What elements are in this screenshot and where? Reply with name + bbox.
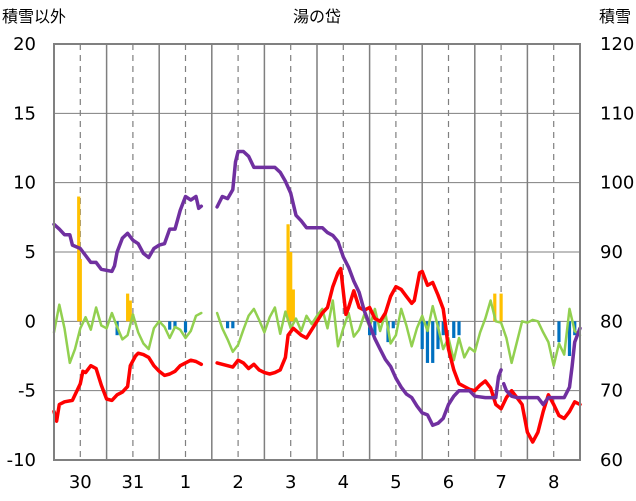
negative-bar xyxy=(231,321,235,329)
y-right-tick-label: 100 xyxy=(600,173,634,194)
y-left-tick-label: 10 xyxy=(13,173,36,194)
wind-line xyxy=(215,299,582,367)
x-tick-label: 7 xyxy=(495,472,506,493)
y-right-tick-label: 110 xyxy=(600,103,634,124)
negative-bar xyxy=(168,321,172,330)
negative-bar xyxy=(225,321,230,329)
precip-bar xyxy=(126,293,130,322)
x-tick-label: 30 xyxy=(69,472,92,493)
negative-bar xyxy=(457,321,461,336)
y-right-tick-label: 60 xyxy=(600,450,623,471)
snow_depth-line xyxy=(52,194,204,274)
negative-bar xyxy=(373,321,377,336)
grid xyxy=(54,43,580,461)
y-left-tick-label: -5 xyxy=(18,381,36,402)
x-tick-label: 2 xyxy=(232,472,243,493)
x-tick-label: 8 xyxy=(548,472,559,493)
y-left-tick-label: 15 xyxy=(13,103,36,124)
left-axis-title: 積雪以外 xyxy=(2,7,66,26)
x-tick-label: 4 xyxy=(338,472,349,493)
snow_depth-line xyxy=(215,149,503,428)
precip-bar xyxy=(78,258,82,322)
precip-bar xyxy=(499,293,503,322)
x-tick-label: 1 xyxy=(180,472,191,493)
y-left-tick-label: 5 xyxy=(25,242,36,263)
negative-bar xyxy=(436,321,440,350)
precip-bar xyxy=(286,224,290,322)
precip-bar xyxy=(291,289,295,322)
y-left-tick-label: -10 xyxy=(7,450,36,471)
right-axis-title: 積雪 xyxy=(599,7,631,26)
negative-bar xyxy=(425,321,430,363)
negative-bar xyxy=(183,321,188,333)
y-right-tick-label: 90 xyxy=(600,242,623,263)
negative-bar xyxy=(420,321,424,350)
x-ticks: 30 31 1 2 3 4 5 6 7 8 xyxy=(69,472,560,493)
precip-bar xyxy=(493,293,497,322)
precip-bar xyxy=(289,252,293,322)
negative-bar xyxy=(173,321,177,329)
y-right-tick-label: 70 xyxy=(600,381,623,402)
temperature-line xyxy=(215,266,582,444)
negative-bar xyxy=(391,321,395,329)
y-left-tick-label: 20 xyxy=(13,34,36,55)
y-right-ticks: 120 110 100 90 80 70 60 xyxy=(600,34,634,471)
negative-bar xyxy=(441,321,445,336)
x-tick-label: 31 xyxy=(121,472,144,493)
wind-line xyxy=(52,303,203,365)
precip-bar xyxy=(128,300,132,322)
series-lines xyxy=(52,149,582,444)
y-right-tick-label: 80 xyxy=(600,311,623,332)
chart-title: 湯の岱 xyxy=(293,7,341,26)
negative-bar xyxy=(452,321,456,338)
y-left-ticks: 20 15 10 5 0 -5 -10 xyxy=(7,34,36,471)
x-tick-label: 5 xyxy=(390,472,401,493)
snow_depth-line xyxy=(501,326,582,407)
temperature-line xyxy=(52,351,204,423)
plot-frame xyxy=(53,43,581,461)
x-tick-label: 3 xyxy=(285,472,296,493)
negative-bar xyxy=(557,321,561,343)
y-left-tick-label: 0 xyxy=(25,311,36,332)
negative-bar xyxy=(567,321,572,356)
negative-bar xyxy=(431,321,435,363)
x-tick-label: 6 xyxy=(443,472,454,493)
y-right-tick-label: 120 xyxy=(600,34,634,55)
